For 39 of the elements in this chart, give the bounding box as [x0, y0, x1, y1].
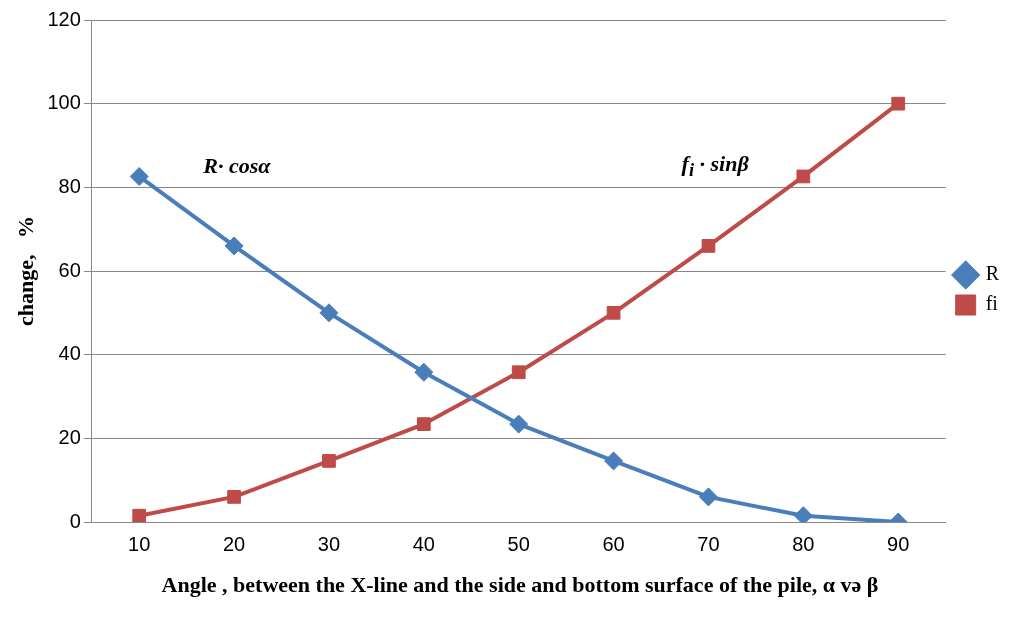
point: [416, 417, 431, 431]
point: [701, 239, 716, 253]
point: [227, 490, 241, 504]
x-tick-label: 90: [887, 532, 910, 555]
x-tick-label: 20: [222, 532, 246, 555]
x-tick-label: 80: [792, 532, 815, 555]
y-tick-label: 40: [58, 342, 81, 365]
point: [132, 508, 147, 522]
point: [509, 414, 529, 434]
point: [511, 365, 526, 380]
y-tick-label: 0: [69, 509, 81, 532]
annotation: f$_{i}$ · sinβ: [681, 150, 749, 181]
point: [129, 166, 149, 186]
x-tick-label: 10: [128, 532, 151, 555]
y-tick-label: 60: [58, 258, 81, 281]
x-tick-label: 70: [697, 532, 720, 555]
legend-label: fi: [985, 292, 999, 315]
point: [796, 169, 811, 184]
point: [224, 236, 244, 256]
x-tick-label: 30: [317, 532, 341, 555]
legend-label: R: [985, 262, 1000, 285]
y-tick-label: 100: [47, 91, 81, 114]
point: [604, 451, 624, 471]
point: [414, 362, 434, 382]
x-axis-title: Angle , between the X-line and the side and bottom surface of the pile, α və β: [160, 572, 880, 598]
point: [319, 303, 339, 323]
y-axis-title: change, %: [12, 216, 38, 326]
annotation: R· cosα: [203, 152, 271, 179]
y-tick-label: 20: [58, 425, 81, 448]
point: [606, 305, 621, 320]
point: [698, 487, 718, 507]
x-tick-label: 50: [507, 532, 530, 555]
x-tick-label: 40: [412, 532, 435, 555]
point: [793, 506, 813, 522]
point: [891, 96, 906, 111]
x-tick-label: 60: [602, 532, 625, 555]
y-tick-label: 80: [58, 174, 81, 197]
y-tick-label: 120: [47, 7, 81, 30]
point: [322, 454, 336, 468]
